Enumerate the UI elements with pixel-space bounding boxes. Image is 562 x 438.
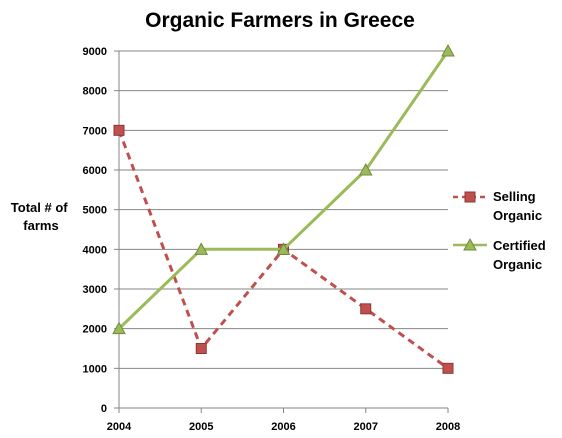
legend-label-selling-organic: Selling Organic bbox=[493, 189, 542, 223]
x-tick-label: 2005 bbox=[189, 421, 213, 433]
y-tick-label: 8000 bbox=[83, 86, 107, 98]
y-tick-label: 9000 bbox=[83, 46, 107, 58]
y-tick-label: 5000 bbox=[83, 205, 107, 217]
y-tick-label: 4000 bbox=[83, 244, 107, 256]
series-line-certified-organic bbox=[117, 50, 450, 330]
axes bbox=[118, 51, 449, 413]
y-tick-label: 0 bbox=[101, 403, 107, 415]
legend-item-selling-organic: Selling Organic bbox=[453, 189, 542, 223]
y-tick-label: 7000 bbox=[83, 125, 107, 137]
legend-marker-selling-organic bbox=[464, 191, 476, 203]
y-tick-label: 1000 bbox=[83, 363, 107, 375]
x-tick-label: 2008 bbox=[436, 421, 460, 433]
y-tick-label: 2000 bbox=[83, 324, 107, 336]
legend: Selling Organic Certified Organic bbox=[453, 189, 549, 272]
data-point-certified-organic bbox=[112, 321, 126, 335]
data-point-selling-organic bbox=[360, 303, 372, 315]
y-tick-label: 6000 bbox=[83, 165, 107, 177]
series-certified-organic bbox=[112, 43, 455, 335]
series-layer bbox=[112, 43, 455, 374]
chart-title: Organic Farmers in Greece bbox=[145, 9, 415, 32]
legend-item-certified-organic: Certified Organic bbox=[453, 237, 549, 272]
legend-label-selling-organic-line-1: Selling bbox=[493, 189, 536, 204]
legend-marker-certified-organic bbox=[463, 237, 477, 251]
y-tick-label: 3000 bbox=[83, 284, 107, 296]
y-axis-title-line-1: Total # of bbox=[11, 200, 68, 215]
data-point-selling-organic bbox=[442, 362, 454, 374]
legend-label-selling-organic-line-2: Organic bbox=[493, 208, 542, 223]
data-point-selling-organic bbox=[195, 343, 207, 354]
data-point-selling-organic bbox=[113, 124, 125, 136]
x-tick-labels: 2004 2005 2006 2007 2008 bbox=[107, 421, 460, 433]
data-point-certified-organic bbox=[441, 43, 455, 57]
gridlines bbox=[114, 50, 448, 409]
x-tick-label: 2007 bbox=[354, 421, 378, 433]
data-point-certified-organic bbox=[358, 162, 373, 176]
legend-label-certified-organic-line-2: Organic bbox=[493, 257, 542, 272]
legend-label-certified-organic-line-1: Certified bbox=[493, 238, 546, 253]
y-axis-title-line-2: farms bbox=[23, 218, 58, 233]
x-tick-label: 2004 bbox=[107, 421, 132, 433]
data-point-certified-organic bbox=[276, 242, 291, 255]
x-tick-label: 2006 bbox=[271, 421, 295, 433]
data-point-certified-organic bbox=[194, 242, 209, 255]
y-axis-title: Total # of farms bbox=[11, 200, 71, 233]
y-tick-labels: 0 1000 2000 3000 4000 5000 6000 7000 8000 9000 bbox=[83, 46, 107, 415]
legend-label-certified-organic: Certified Organic bbox=[493, 238, 549, 272]
